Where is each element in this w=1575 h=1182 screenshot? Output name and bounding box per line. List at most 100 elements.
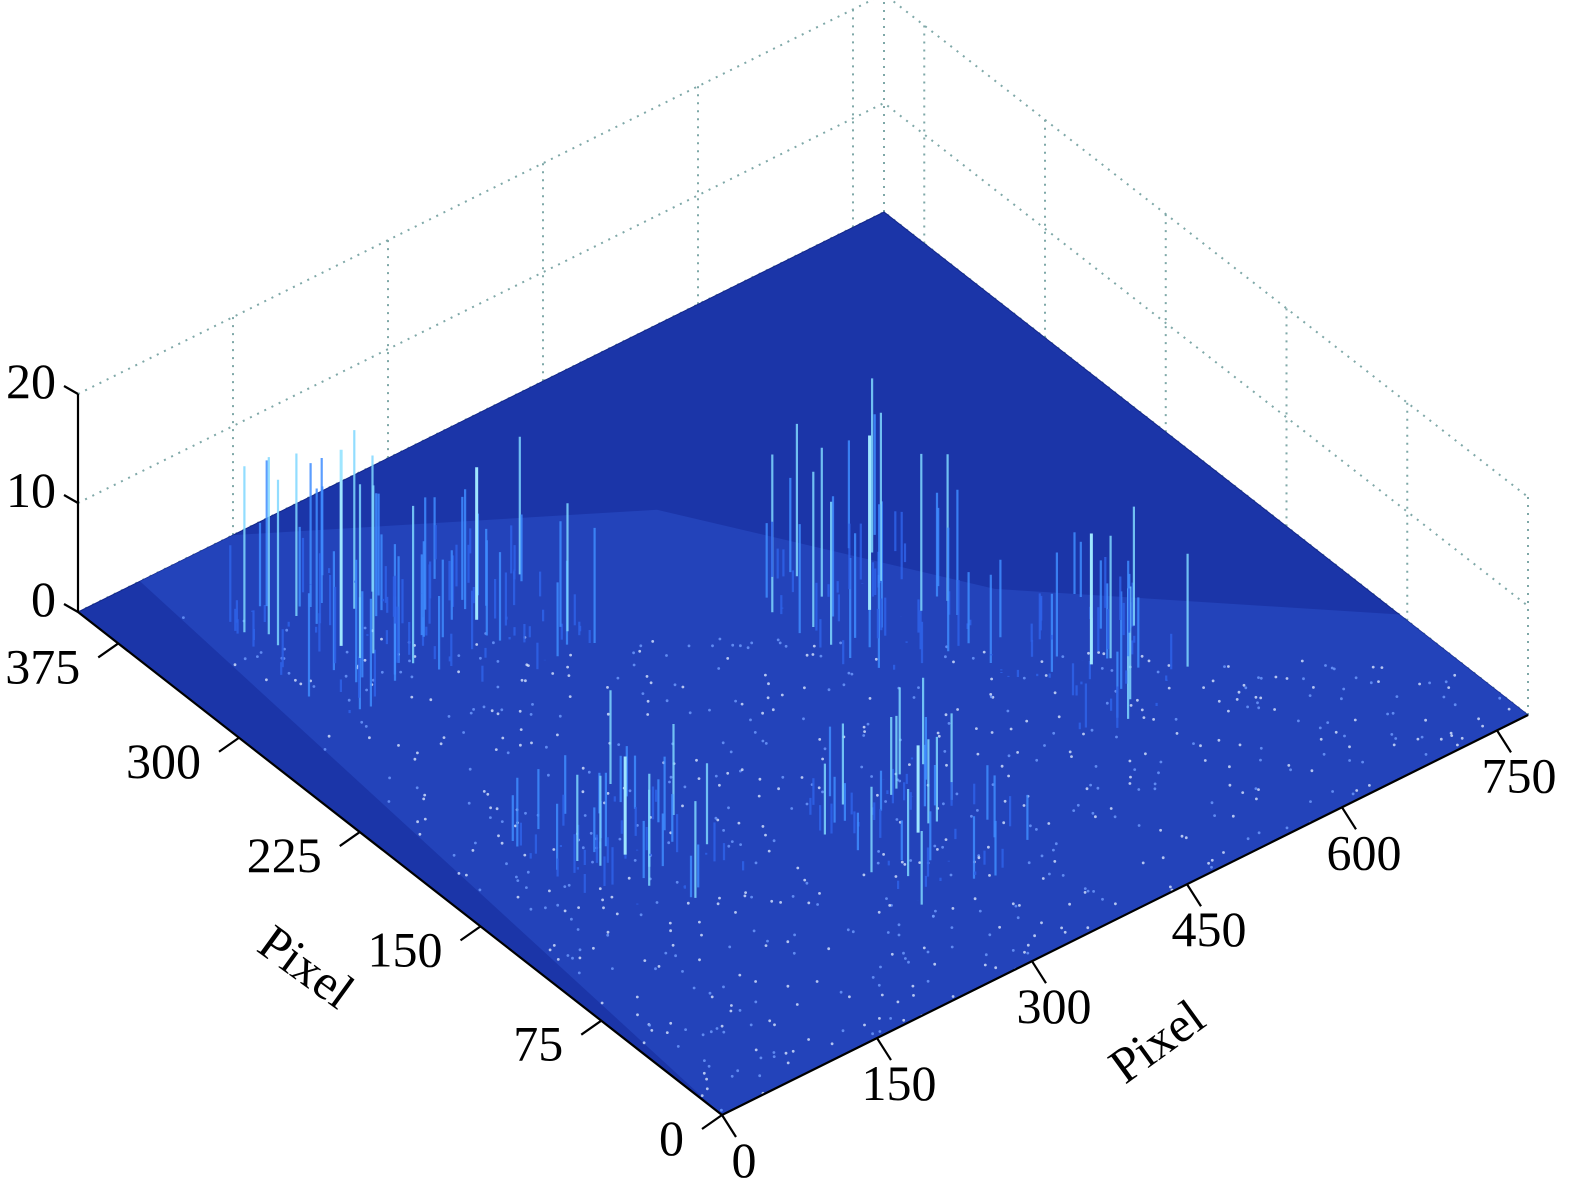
surface-speckle: [1033, 934, 1036, 938]
surface-speckle: [931, 914, 935, 918]
y-tick: [339, 831, 361, 847]
surface-speckle: [515, 875, 518, 879]
surface-speckle: [545, 745, 548, 749]
surface-speckle: [764, 742, 768, 745]
surface-speckle: [556, 958, 560, 961]
surface-speckle: [709, 1030, 713, 1034]
surface-speckle: [882, 853, 885, 856]
surface-speckle: [1227, 665, 1230, 668]
surface-speckle: [665, 699, 669, 703]
surface-speckle: [1061, 655, 1065, 658]
surface-speckle: [895, 818, 899, 821]
surface-speckle: [874, 657, 878, 661]
surface-speckle: [951, 995, 955, 998]
surface-speckle: [718, 637, 722, 641]
surface-speckle: [606, 712, 610, 716]
surface-speckle: [987, 845, 990, 849]
surface-speckle: [1087, 651, 1090, 655]
surface-speckle: [871, 1032, 874, 1036]
surface-speckle: [708, 991, 712, 995]
surface-speckle: [1343, 734, 1346, 738]
surface-speckle: [933, 844, 937, 848]
surface-speckle: [989, 695, 993, 699]
surface-speckle: [1228, 765, 1231, 769]
surface-speckle: [773, 1023, 776, 1027]
surface-speckle: [994, 966, 998, 970]
surface-speckle: [1014, 904, 1018, 908]
surface-speckle: [850, 672, 854, 676]
surface-speckle: [898, 779, 902, 783]
surface-speckle: [256, 655, 259, 658]
surface-speckle: [1256, 701, 1259, 705]
surface-speckle: [688, 711, 692, 715]
surface-speckle: [1481, 724, 1484, 728]
surface-speckle: [701, 1033, 705, 1037]
surface-speckle: [1309, 800, 1312, 803]
surface-speckle: [761, 711, 764, 715]
surface-speckle: [759, 1056, 763, 1060]
surface-speckle: [465, 873, 468, 877]
surface-speckle: [519, 728, 523, 731]
surface-speckle: [548, 889, 551, 893]
surface-speckle: [1244, 686, 1248, 690]
surface-speckle: [684, 1028, 687, 1031]
surface-speckle: [418, 832, 422, 836]
surface-speckle: [990, 677, 993, 681]
surface-speckle: [772, 1055, 776, 1058]
surface-speckle: [516, 879, 520, 882]
surface-speckle: [577, 906, 580, 909]
surface-speckle: [551, 672, 555, 675]
surface-speckle: [1061, 874, 1065, 877]
surface-speckle: [439, 742, 443, 746]
surface-speckle: [563, 885, 567, 888]
surface-speckle: [731, 643, 735, 647]
surface-speckle: [323, 748, 327, 751]
surface-speckle: [909, 859, 913, 862]
surface-speckle: [1072, 809, 1076, 812]
surface-speckle: [601, 898, 604, 902]
surface-speckle: [496, 660, 500, 663]
surface-speckle: [1101, 897, 1104, 901]
surface-speckle: [817, 786, 821, 790]
surface-speckle: [708, 708, 711, 712]
surface-speckle: [900, 860, 904, 864]
surface-speckle: [971, 656, 975, 660]
surface-speckle: [727, 844, 731, 848]
surface-speckle: [1141, 861, 1145, 865]
surface-speckle: [777, 787, 780, 791]
surface-speckle: [1053, 691, 1057, 695]
surface-speckle: [1110, 669, 1114, 672]
surface-speckle: [468, 767, 472, 771]
surface-speckle: [1228, 783, 1232, 787]
surface-speckle: [380, 670, 384, 674]
surface-speckle: [1324, 664, 1327, 667]
surface-speckle: [462, 731, 465, 734]
y-tick-label: 225: [247, 827, 322, 883]
surface-speckle: [740, 702, 744, 706]
surface-speckle: [740, 768, 744, 772]
surface-speckle: [639, 913, 643, 917]
surface-speckle: [547, 773, 550, 777]
surface-speckle: [772, 839, 776, 843]
surface-speckle: [1082, 732, 1085, 736]
surface-speckle: [726, 657, 730, 660]
surface-speckle: [951, 907, 955, 910]
surface-speckle: [1498, 696, 1502, 700]
surface-speckle: [1007, 754, 1011, 758]
x-tick: [876, 1037, 892, 1061]
surface-speckle: [589, 831, 593, 835]
surface-speckle: [639, 644, 643, 648]
surface-speckle: [976, 752, 980, 756]
surface-speckle: [1202, 686, 1205, 689]
surface-speckle: [657, 965, 661, 968]
surface-speckle: [754, 980, 757, 983]
surface-speckle: [941, 845, 944, 849]
surface-speckle: [728, 945, 732, 949]
surface-speckle: [1011, 902, 1015, 906]
surface-speckle: [516, 895, 520, 899]
surface-speckle: [860, 765, 864, 769]
surface-speckle: [363, 658, 367, 662]
surface-speckle: [442, 736, 446, 739]
surface-speckle: [821, 757, 824, 761]
